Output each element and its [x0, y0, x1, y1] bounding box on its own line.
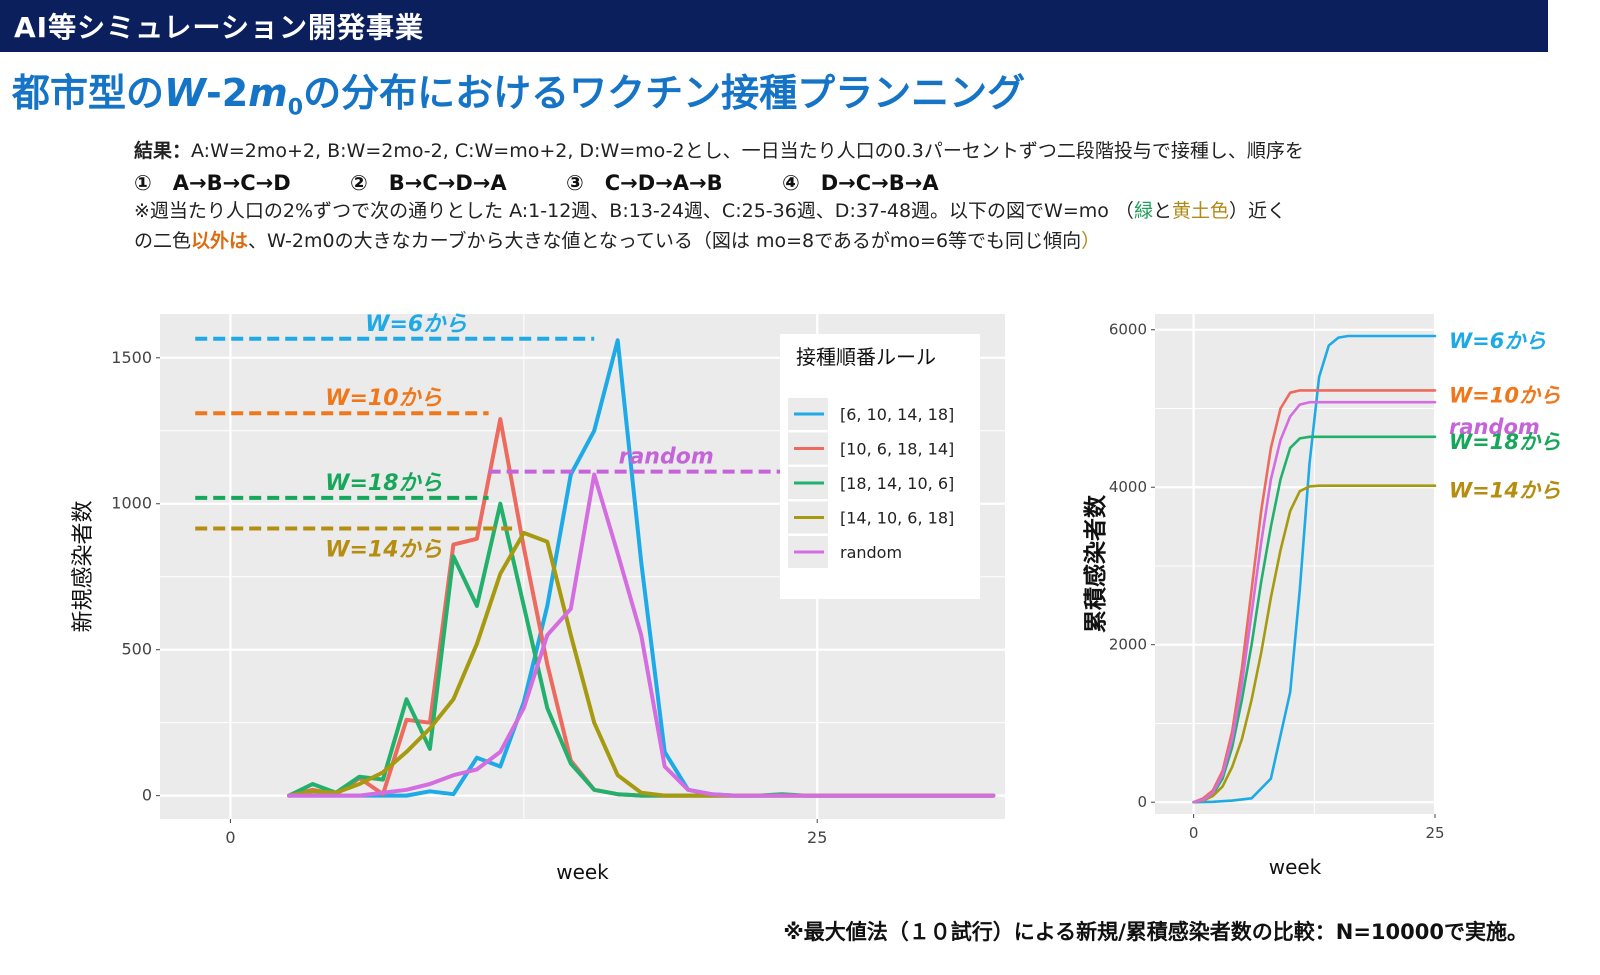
legend: 接種順番ルール [6, 10, 14, 18] [10, 6, 18, 14] [18… — [780, 334, 980, 599]
annotation-label-5: W=14から — [325, 538, 442, 563]
annotation-label-2: W=10から — [325, 386, 442, 411]
description-text-3a: ※週当たり人口の2%ずつで次の通りとした A:1-12週、B:13-24週、C:… — [134, 200, 1134, 222]
description-text-4b: 、W-2m0の大きなカーブから大きな値となっている（図は mo=8であるがmo=… — [248, 230, 1082, 252]
x-axis-label: week — [556, 860, 609, 884]
description-text-1: A:W=2mo+2, B:W=2mo-2, C:W=mo+2, D:W=mo-2… — [191, 140, 1304, 162]
description-close: ） — [1081, 230, 1101, 252]
description-line-3: ※週当たり人口の2%ずつで次の通りとした A:1-12週、B:13-24週、C:… — [134, 196, 1514, 226]
x-tick-label: 0 — [1189, 824, 1199, 842]
plot-panel — [1155, 314, 1435, 814]
y-tick-label: 4000 — [1109, 478, 1147, 496]
description-line-1: 結果：A:W=2mo+2, B:W=2mo-2, C:W=mo+2, D:W=m… — [134, 136, 1514, 166]
title-m: m — [248, 71, 288, 115]
right-annotation-label-3: random — [1449, 415, 1540, 439]
y-tick-label: 0 — [142, 786, 152, 805]
description-text-4a: の二色 — [134, 230, 192, 252]
order-2: ② B→C→D→A — [349, 171, 507, 195]
title-pre: 都市型の — [12, 71, 165, 115]
series-line-5 — [287, 472, 996, 798]
y-tick-label: 500 — [121, 640, 152, 659]
x-axis-label: week — [1269, 855, 1322, 879]
description-text-3c: ）近く — [1228, 200, 1286, 222]
x-tick-label: 25 — [1425, 824, 1444, 842]
right-annotation-label-2: W=10から — [1449, 383, 1561, 407]
title-w: W — [164, 71, 206, 115]
y-axis-label: 累積感染者数 — [1082, 494, 1109, 633]
page-title: 都市型のW-2m0の分布におけるワクチン接種プランニング — [12, 62, 1025, 121]
description-green: 緑 — [1133, 200, 1153, 222]
legend-entry-4: [14, 10, 6, 18] — [840, 509, 954, 528]
description-ochre: 黄土色 — [1171, 200, 1229, 222]
cumulative-infections-chart: 0 25 0 2000 4000 6000 week 累積感染者数 W=6から W=10から ran… — [1082, 314, 1561, 879]
description-orange: 以外は — [191, 230, 249, 252]
description-text-3b: と — [1152, 200, 1172, 222]
x-tick-label: 0 — [225, 828, 235, 847]
series-line-1 — [1192, 334, 1437, 804]
title-post: の分布におけるワクチン接種プランニング — [303, 71, 1026, 115]
legend-entry-5: random — [840, 543, 902, 562]
y-axis-label: 新規感染者数 — [71, 500, 96, 632]
legend-title: 接種順番ルール — [796, 345, 936, 369]
series-line-2 — [1192, 389, 1437, 804]
series-line-4 — [1192, 484, 1437, 804]
series-line-3 — [1192, 435, 1437, 804]
footer-note: ※最大値法（１０試行）による新規/累積感染者数の比較：N=10000で実施。 — [783, 920, 1528, 944]
result-label: 結果： — [134, 140, 192, 162]
order-1: ① A→B→C→D — [134, 171, 291, 195]
title-mid: -2 — [205, 71, 249, 115]
annotation-label-1: W=6から — [365, 312, 467, 337]
new-infections-chart: 0 25050010001500week新規感染者数W=6からW=10からrand… — [71, 312, 1005, 884]
legend-entry-1: [6, 10, 14, 18] — [840, 405, 954, 424]
header-bar: AI等シミュレーション開発事業 — [0, 0, 1548, 52]
title-sub: 0 — [287, 95, 304, 121]
order-row: ① A→B→C→D ② B→C→D→A ③ C→D→A→B ④ D→C→B→A — [134, 167, 991, 197]
right-annotation-label-5: W=14から — [1449, 479, 1561, 503]
y-tick-label: 0 — [1137, 793, 1147, 811]
annotation-label-4: W=18から — [325, 471, 442, 496]
header-title: AI等シミュレーション開発事業 — [14, 11, 424, 44]
y-tick-label: 2000 — [1109, 636, 1147, 654]
description-line-4: の二色以外は、W-2m0の大きなカーブから大きな値となっている（図は mo=8で… — [134, 226, 1514, 256]
legend-entry-2: [10, 6, 18, 14] — [840, 440, 954, 459]
legend-entry-3: [18, 14, 10, 6] — [840, 474, 954, 493]
right-annotation-label-4: W=18から — [1449, 430, 1561, 454]
y-tick-label: 6000 — [1109, 321, 1147, 339]
series-line-5 — [1192, 400, 1437, 804]
right-annotation-label-1: W=6から — [1449, 329, 1546, 353]
y-tick-label: 1500 — [111, 348, 152, 367]
order-3: ③ C→D→A→B — [565, 171, 723, 195]
annotation-label-3: random — [619, 445, 714, 470]
x-tick-label: 25 — [807, 828, 827, 847]
y-tick-label: 1000 — [111, 494, 152, 513]
order-4: ④ D→C→B→A — [781, 171, 939, 195]
